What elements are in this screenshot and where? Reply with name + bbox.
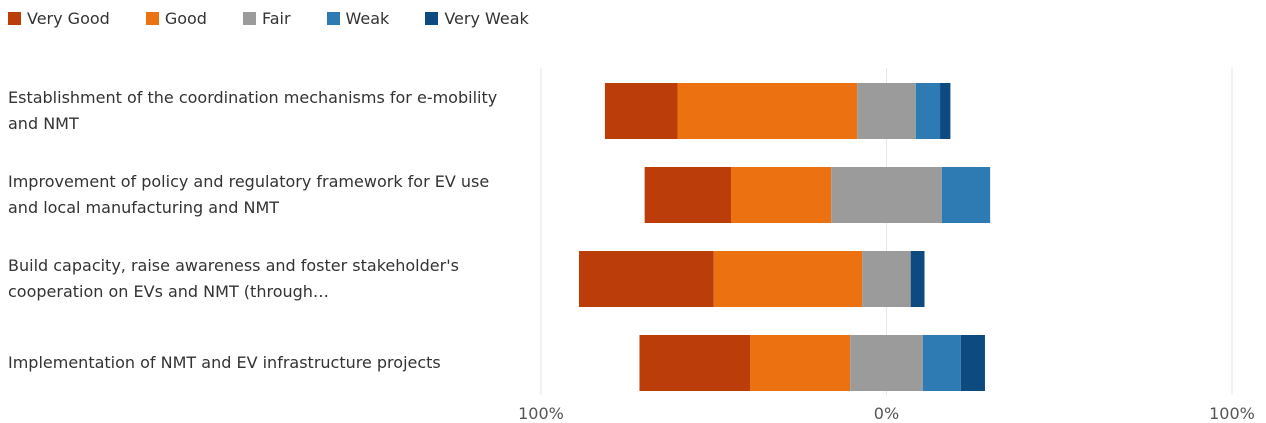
bar-segment xyxy=(831,167,942,223)
legend-label: Very Weak xyxy=(444,9,529,28)
legend-swatch xyxy=(242,12,256,25)
category-label: Implementation of NMT and EV infrastruct… xyxy=(8,353,441,372)
bar-segment xyxy=(579,251,714,307)
bar-segment xyxy=(910,251,925,307)
legend-item: Very Weak xyxy=(425,9,529,28)
legend-label: Weak xyxy=(345,9,390,28)
bar-segment xyxy=(941,167,991,223)
legend-swatch xyxy=(145,12,159,25)
legend-label: Very Good xyxy=(27,9,110,28)
bar-segment xyxy=(857,83,916,139)
x-tick-label: 0% xyxy=(874,404,899,423)
bar-segment xyxy=(713,251,863,307)
legend-label: Fair xyxy=(261,9,291,28)
legend-item: Good xyxy=(145,9,207,28)
legend-swatch xyxy=(8,12,21,25)
legend-swatch xyxy=(326,12,340,25)
legend-swatch xyxy=(425,12,439,25)
bar-segment xyxy=(922,335,961,391)
legend-item: Very Good xyxy=(8,9,110,28)
x-tick-label: 100% xyxy=(1209,404,1255,423)
legend-item: Fair xyxy=(242,9,291,28)
bar-segment xyxy=(644,167,732,223)
legend-label: Good xyxy=(164,9,207,28)
bar-segment xyxy=(915,83,941,139)
category-label: Build capacity, raise awareness and fost… xyxy=(8,256,459,301)
bar-segment xyxy=(960,335,985,391)
bar-segment xyxy=(862,251,911,307)
bar-segment xyxy=(940,83,951,139)
bar-segment xyxy=(639,335,751,391)
bar-segment xyxy=(604,83,678,139)
bar-segment xyxy=(677,83,858,139)
bar-segment xyxy=(750,335,851,391)
x-tick-label: 100% xyxy=(518,404,564,423)
legend-item: Weak xyxy=(326,9,390,28)
legend: Very Good Good Fair Weak Very Weak xyxy=(8,9,565,28)
bar-segment xyxy=(850,335,923,391)
category-label: Improvement of policy and regulatory fra… xyxy=(8,172,490,217)
category-label: Establishment of the coordination mechan… xyxy=(8,88,498,133)
bar-segment xyxy=(731,167,832,223)
